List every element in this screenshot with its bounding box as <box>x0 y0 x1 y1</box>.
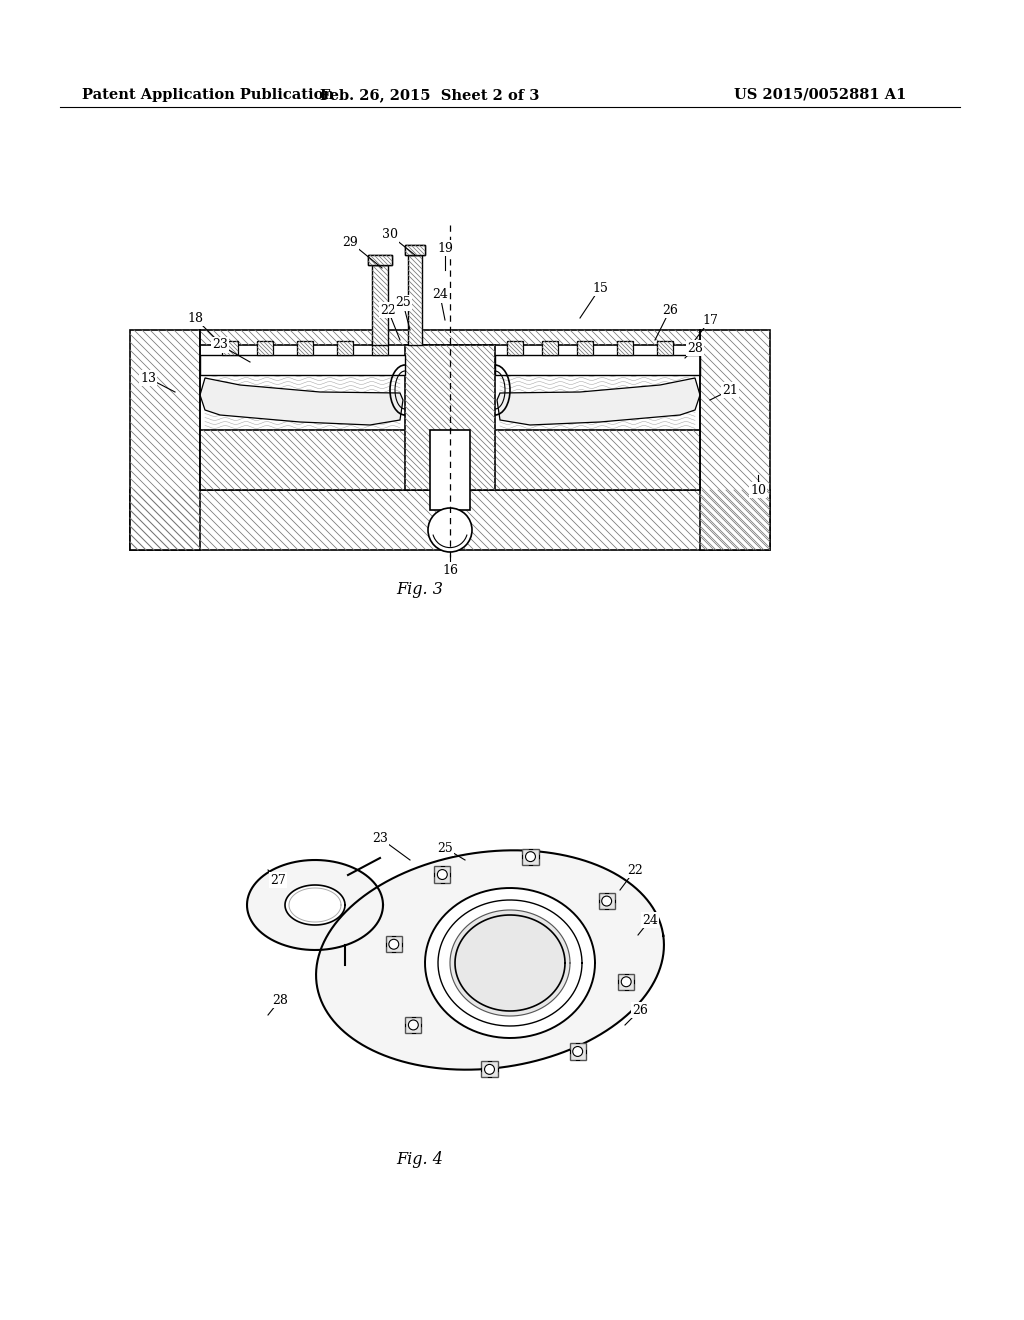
Text: Fig. 4: Fig. 4 <box>396 1151 443 1168</box>
Bar <box>657 341 673 355</box>
PathPatch shape <box>497 378 700 425</box>
Bar <box>372 265 388 345</box>
Text: 30: 30 <box>382 228 398 242</box>
Bar <box>507 341 523 355</box>
Bar <box>522 849 539 865</box>
Text: Fig. 3: Fig. 3 <box>396 582 443 598</box>
Bar <box>200 355 406 375</box>
Text: 24: 24 <box>432 289 447 301</box>
Bar <box>257 341 273 355</box>
Bar <box>406 246 425 255</box>
Polygon shape <box>450 909 570 1016</box>
Bar <box>297 341 313 355</box>
Bar <box>372 341 388 355</box>
Bar <box>386 936 401 952</box>
Text: Patent Application Publication: Patent Application Publication <box>82 88 334 102</box>
Bar <box>700 330 770 550</box>
Text: 25: 25 <box>437 842 453 854</box>
Bar <box>481 1061 498 1077</box>
Text: US 2015/0052881 A1: US 2015/0052881 A1 <box>734 88 906 102</box>
Polygon shape <box>247 861 383 950</box>
Text: 10: 10 <box>750 483 766 496</box>
PathPatch shape <box>200 378 403 425</box>
Text: 15: 15 <box>592 281 608 294</box>
Bar <box>430 430 470 510</box>
Text: 25: 25 <box>395 297 411 309</box>
Bar <box>569 1043 586 1060</box>
Text: 22: 22 <box>380 304 396 317</box>
Bar <box>200 430 700 490</box>
Bar <box>408 255 422 345</box>
Text: 23: 23 <box>212 338 228 351</box>
Circle shape <box>622 977 631 987</box>
Circle shape <box>428 508 472 552</box>
Bar <box>406 1016 422 1034</box>
Text: 29: 29 <box>342 235 357 248</box>
Text: 26: 26 <box>663 304 678 317</box>
Bar <box>337 341 353 355</box>
Circle shape <box>484 1064 495 1074</box>
Bar <box>434 866 451 883</box>
Text: 21: 21 <box>722 384 738 396</box>
Text: 19: 19 <box>437 242 453 255</box>
Bar <box>495 355 700 375</box>
Circle shape <box>437 870 447 879</box>
Polygon shape <box>316 850 664 1069</box>
Polygon shape <box>425 888 595 1038</box>
Circle shape <box>572 1047 583 1056</box>
Text: 26: 26 <box>632 1003 648 1016</box>
Text: 27: 27 <box>270 874 286 887</box>
Circle shape <box>602 896 611 906</box>
Text: Feb. 26, 2015  Sheet 2 of 3: Feb. 26, 2015 Sheet 2 of 3 <box>321 88 540 102</box>
Bar <box>368 255 392 265</box>
Text: 17: 17 <box>702 314 718 326</box>
Bar <box>577 341 593 355</box>
Bar <box>618 974 634 990</box>
Bar <box>368 255 392 265</box>
Text: 18: 18 <box>187 312 203 325</box>
Text: 16: 16 <box>442 564 458 577</box>
Bar <box>617 341 633 355</box>
Bar <box>130 330 200 550</box>
Polygon shape <box>285 884 345 925</box>
Bar <box>130 490 770 550</box>
Bar <box>542 341 558 355</box>
Circle shape <box>409 1020 418 1030</box>
Circle shape <box>525 851 536 862</box>
Text: 23: 23 <box>372 832 388 845</box>
Text: 24: 24 <box>642 913 658 927</box>
Polygon shape <box>340 870 360 954</box>
Bar <box>200 330 700 345</box>
Bar <box>406 345 495 490</box>
Circle shape <box>389 940 398 949</box>
Text: 22: 22 <box>627 863 643 876</box>
Bar <box>406 246 425 255</box>
Text: 28: 28 <box>272 994 288 1006</box>
Text: 28: 28 <box>687 342 702 355</box>
Bar <box>599 892 614 909</box>
Bar <box>222 341 238 355</box>
Text: 13: 13 <box>140 371 156 384</box>
